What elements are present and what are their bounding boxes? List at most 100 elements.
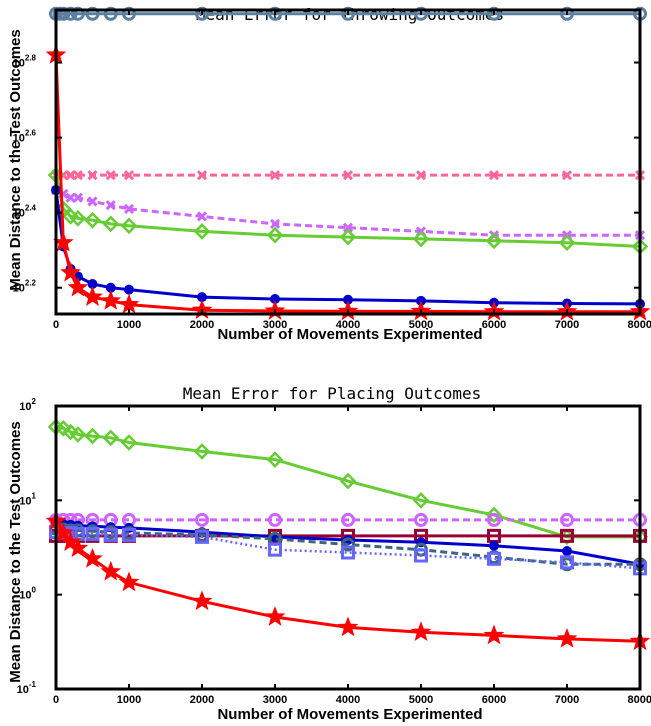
x-tick-label: 3000 xyxy=(263,694,287,706)
data-point xyxy=(67,537,89,558)
x-tick-label: 5000 xyxy=(409,694,433,706)
data-point xyxy=(268,512,282,527)
data-point xyxy=(102,429,120,447)
data-point xyxy=(87,196,98,207)
data-point xyxy=(196,211,208,222)
x-tick-label: 2000 xyxy=(190,319,214,331)
series-line xyxy=(54,189,641,306)
data-point xyxy=(122,527,136,542)
data-point xyxy=(193,443,211,460)
data-point xyxy=(85,6,100,21)
data-point xyxy=(487,6,501,21)
data-point xyxy=(118,571,140,592)
data-point xyxy=(342,222,354,233)
x-tick-label: 8000 xyxy=(628,694,651,706)
data-point xyxy=(487,551,501,566)
x-tick-label: 7000 xyxy=(555,319,579,331)
data-point xyxy=(102,215,120,233)
data-point xyxy=(70,6,85,21)
y-tick-label: 102.6 xyxy=(13,129,37,145)
data-point xyxy=(103,6,118,21)
data-point xyxy=(84,211,101,229)
data-point xyxy=(339,472,357,490)
data-point xyxy=(196,170,208,181)
data-point xyxy=(556,628,578,648)
data-point xyxy=(100,560,122,581)
data-point xyxy=(82,547,103,568)
data-point xyxy=(558,234,576,251)
data-point xyxy=(487,512,501,527)
data-point xyxy=(266,451,284,468)
data-point xyxy=(195,6,209,21)
x-tick-label: 7000 xyxy=(555,694,579,706)
data-point xyxy=(105,170,116,181)
x-tick-label: 0 xyxy=(53,694,59,706)
data-point xyxy=(60,261,81,282)
data-point xyxy=(69,426,87,443)
x-tick-label: 5000 xyxy=(409,319,433,331)
x-tick-label: 4000 xyxy=(336,319,360,331)
data-point xyxy=(120,434,138,451)
data-point xyxy=(268,6,282,21)
series-1 xyxy=(49,512,647,527)
data-point xyxy=(56,6,71,21)
x-tick-label: 1000 xyxy=(117,694,141,706)
placing-plot: Mean Error for Placing Outcomes Number o… xyxy=(7,384,651,723)
series-line xyxy=(54,54,640,314)
data-point xyxy=(123,170,135,181)
data-point xyxy=(85,526,100,541)
y-tick-label: 102.4 xyxy=(13,204,37,220)
series-0 xyxy=(47,418,649,546)
y-tick-label: 102.8 xyxy=(13,54,37,70)
data-point xyxy=(120,217,138,235)
x-axis-label: Number of Movements Experimented xyxy=(217,706,482,723)
series-6 xyxy=(45,510,651,651)
data-point xyxy=(560,512,574,527)
data-point xyxy=(412,492,430,509)
data-point xyxy=(268,542,282,557)
data-point xyxy=(100,289,122,310)
data-point xyxy=(341,537,355,552)
data-point xyxy=(122,6,136,21)
data-point xyxy=(341,512,355,527)
axes-frame xyxy=(54,8,642,316)
data-point xyxy=(264,606,286,626)
data-point xyxy=(67,276,89,297)
data-point xyxy=(560,6,574,21)
data-point xyxy=(84,427,101,445)
series-4 xyxy=(51,185,645,309)
data-point xyxy=(123,203,135,214)
data-point xyxy=(69,210,87,227)
y-tick-label: 100 xyxy=(19,586,36,602)
x-tick-label: 1000 xyxy=(117,319,141,331)
data-point xyxy=(414,548,428,563)
x-tick-label: 0 xyxy=(53,319,59,331)
data-point xyxy=(266,226,284,244)
x-tick-label: 6000 xyxy=(482,319,506,331)
data-point xyxy=(561,170,573,181)
data-point xyxy=(414,6,428,21)
x-tick-label: 4000 xyxy=(336,694,360,706)
y-tick-label: 10-1 xyxy=(17,680,37,696)
data-point xyxy=(414,512,428,527)
x-tick-label: 2000 xyxy=(190,694,214,706)
data-point xyxy=(269,218,281,229)
data-point xyxy=(87,170,98,181)
x-tick-label: 3000 xyxy=(263,319,287,331)
data-point xyxy=(82,286,103,306)
data-point xyxy=(560,528,574,543)
x-axis-label: Number of Movements Experimented xyxy=(217,326,482,343)
y-axis-label: Mean Distance to the Test Outcomes xyxy=(7,29,24,290)
data-point xyxy=(489,540,499,551)
data-point xyxy=(412,230,430,248)
y-tick-label: 102.2 xyxy=(13,279,37,295)
series-3 xyxy=(47,166,649,255)
data-point xyxy=(337,616,359,637)
data-point xyxy=(63,6,78,21)
data-point xyxy=(105,200,116,211)
data-point xyxy=(124,284,134,295)
data-point xyxy=(339,228,357,246)
data-point xyxy=(560,555,574,570)
data-point xyxy=(342,170,354,181)
